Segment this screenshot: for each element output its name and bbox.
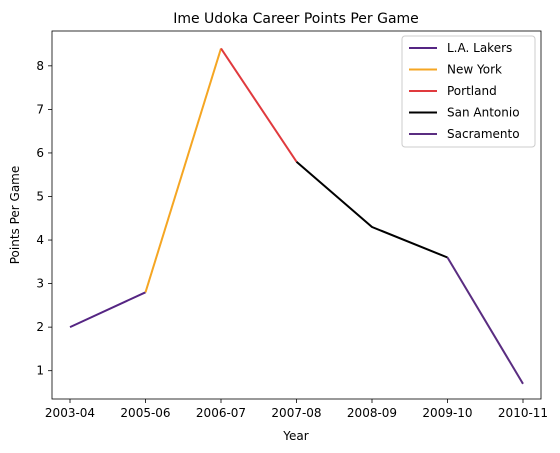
y-tick-label: 4 bbox=[36, 233, 44, 247]
legend-entry: San Antonio bbox=[447, 106, 520, 120]
y-axis-label: Points Per Game bbox=[8, 166, 22, 265]
y-tick-label: 2 bbox=[36, 320, 44, 334]
legend-entry: Portland bbox=[447, 84, 497, 98]
x-tick-label: 2008-09 bbox=[347, 406, 397, 420]
y-tick-label: 3 bbox=[36, 277, 44, 291]
x-axis: 2003-04 2005-06 2006-07 2007-08 2008-09 2009-… bbox=[45, 399, 548, 420]
y-tick-label: 5 bbox=[36, 189, 44, 203]
y-tick-label: 6 bbox=[36, 146, 44, 160]
legend-entry: New York bbox=[447, 63, 502, 77]
y-tick-label: 1 bbox=[36, 364, 44, 378]
x-axis-label: Year bbox=[282, 429, 308, 443]
x-tick-label: 2005-06 bbox=[120, 406, 170, 420]
legend-entry: L.A. Lakers bbox=[447, 41, 512, 55]
legend: L.A. Lakers New York Portland San Antonio Sa… bbox=[401, 35, 536, 148]
series-line-1 bbox=[144, 48, 222, 293]
y-tick-label: 8 bbox=[36, 59, 44, 73]
series-line-4 bbox=[446, 256, 524, 385]
chart-title: Ime Udoka Career Points Per Game bbox=[173, 11, 419, 27]
legend-box bbox=[401, 35, 536, 148]
y-axis: 1 2 3 4 5 6 7 8 bbox=[36, 59, 52, 378]
y-tick-label: 7 bbox=[36, 102, 44, 116]
x-tick-label: 2003-04 bbox=[45, 406, 95, 420]
series-lines bbox=[69, 47, 524, 385]
series-line-3 bbox=[295, 160, 448, 259]
legend-entry: Sacramento bbox=[447, 127, 520, 141]
x-tick-label: 2006-07 bbox=[196, 406, 246, 420]
x-tick-label: 2010-11 bbox=[498, 406, 548, 420]
x-tick-label: 2007-08 bbox=[271, 406, 321, 420]
series-line-0 bbox=[69, 291, 146, 329]
x-tick-label: 2009-10 bbox=[422, 406, 472, 420]
series-line-2 bbox=[220, 47, 298, 163]
